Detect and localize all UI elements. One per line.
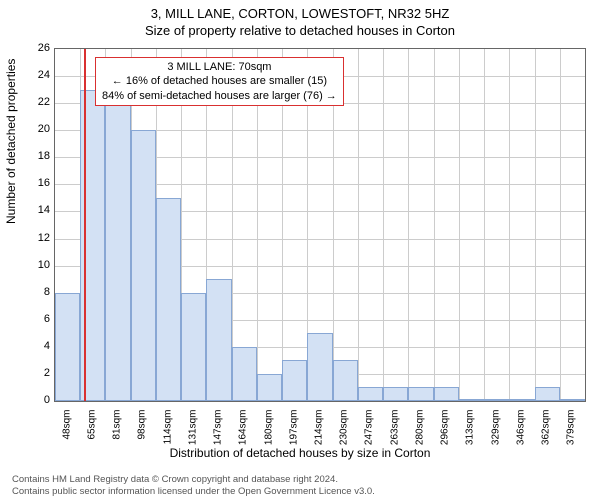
x-tick-label: 329sqm [490, 410, 501, 450]
callout-line3: 84% of semi-detached houses are larger (… [102, 89, 337, 103]
histogram-bar [434, 387, 459, 401]
x-tick-label: 346sqm [515, 410, 526, 450]
x-tick-label: 81sqm [112, 410, 123, 450]
histogram-bar [459, 399, 484, 401]
histogram-bar [181, 293, 206, 401]
y-tick-label: 4 [10, 340, 50, 352]
histogram-bar [156, 198, 181, 401]
histogram-bar [307, 333, 332, 401]
y-tick-label: 6 [10, 313, 50, 325]
histogram-bar [383, 387, 408, 401]
callout-line2: ← 16% of detached houses are smaller (15… [102, 74, 337, 88]
histogram-bar [232, 347, 257, 401]
y-axis-label: Number of detached properties [4, 59, 18, 224]
histogram-bar [509, 399, 534, 401]
x-tick-label: 48sqm [61, 410, 72, 450]
x-tick-label: 65sqm [86, 410, 97, 450]
x-tick-label: 131sqm [187, 410, 198, 450]
y-tick-label: 16 [10, 177, 50, 189]
y-tick-label: 20 [10, 123, 50, 135]
histogram-bar [206, 279, 231, 401]
x-tick-label: 296sqm [440, 410, 451, 450]
x-tick-label: 247sqm [364, 410, 375, 450]
y-tick-label: 2 [10, 367, 50, 379]
x-tick-label: 164sqm [238, 410, 249, 450]
gridline-v [408, 49, 409, 401]
gridline-v [535, 49, 536, 401]
gridline-v [484, 49, 485, 401]
histogram-bar [333, 360, 358, 401]
histogram-bar [408, 387, 433, 401]
x-tick-label: 214sqm [314, 410, 325, 450]
callout-box: 3 MILL LANE: 70sqm ← 16% of detached hou… [95, 57, 344, 106]
histogram-bar [55, 293, 80, 401]
gridline-v [434, 49, 435, 401]
y-tick-label: 0 [10, 394, 50, 406]
x-tick-label: 280sqm [414, 410, 425, 450]
y-tick-label: 12 [10, 232, 50, 244]
y-tick-label: 14 [10, 204, 50, 216]
chart-title-sub: Size of property relative to detached ho… [0, 21, 600, 38]
histogram-bar [105, 90, 130, 401]
histogram-bar [282, 360, 307, 401]
gridline-v [459, 49, 460, 401]
x-tick-label: 197sqm [288, 410, 299, 450]
histogram-bar [535, 387, 560, 401]
gridline-v [509, 49, 510, 401]
callout-line1: 3 MILL LANE: 70sqm [102, 60, 337, 74]
chart-title-main: 3, MILL LANE, CORTON, LOWESTOFT, NR32 5H… [0, 0, 600, 21]
y-tick-label: 8 [10, 286, 50, 298]
histogram-bar [560, 399, 585, 401]
x-tick-label: 180sqm [263, 410, 274, 450]
x-tick-label: 114sqm [162, 410, 173, 450]
y-tick-label: 18 [10, 150, 50, 162]
x-tick-label: 263sqm [389, 410, 400, 450]
y-tick-label: 22 [10, 96, 50, 108]
y-tick-label: 10 [10, 259, 50, 271]
attribution-footer: Contains HM Land Registry data © Crown c… [12, 474, 375, 498]
histogram-bar [358, 387, 383, 401]
histogram-bar [484, 399, 509, 401]
histogram-bar [257, 374, 282, 401]
histogram-bar [131, 130, 156, 401]
y-tick-label: 26 [10, 42, 50, 54]
footer-line2: Contains public sector information licen… [12, 486, 375, 498]
gridline-v [560, 49, 561, 401]
chart-container: 3, MILL LANE, CORTON, LOWESTOFT, NR32 5H… [0, 0, 600, 500]
y-tick-label: 24 [10, 69, 50, 81]
x-tick-label: 313sqm [465, 410, 476, 450]
reference-line [84, 49, 86, 401]
x-tick-label: 362sqm [541, 410, 552, 450]
x-tick-label: 147sqm [213, 410, 224, 450]
gridline-v [383, 49, 384, 401]
gridline-v [358, 49, 359, 401]
x-tick-label: 230sqm [339, 410, 350, 450]
x-tick-label: 98sqm [137, 410, 148, 450]
x-tick-label: 379sqm [566, 410, 577, 450]
footer-line1: Contains HM Land Registry data © Crown c… [12, 474, 375, 486]
